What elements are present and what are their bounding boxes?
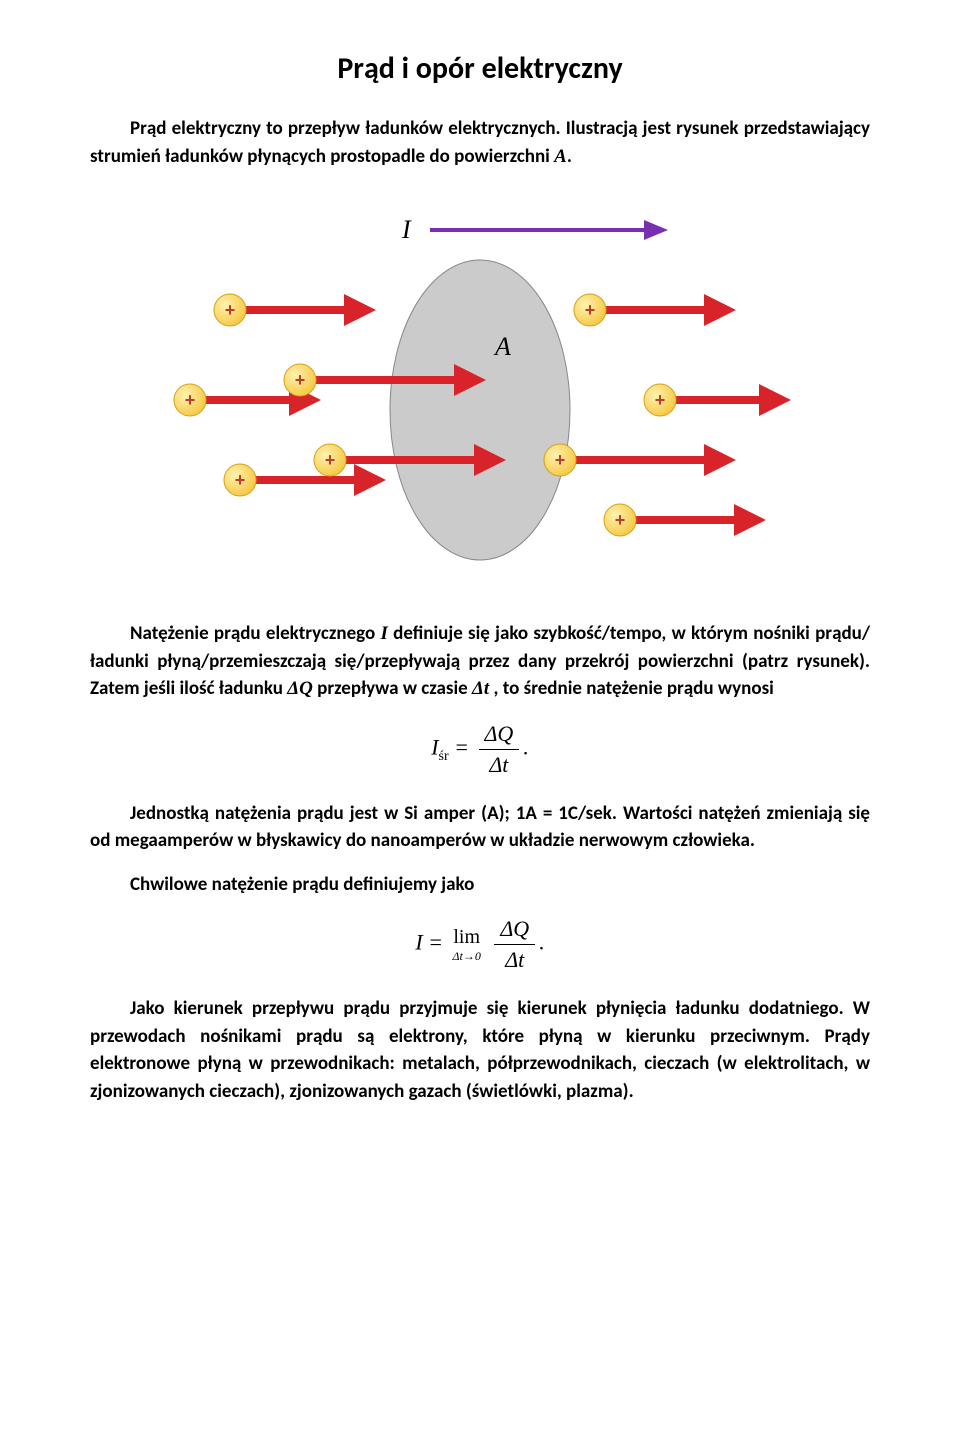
svg-text:+: + <box>185 390 196 410</box>
formula-1: Iśr = ΔQΔt. <box>90 721 870 778</box>
p2d: , to średnie natężenie prądu wynosi <box>489 677 774 700</box>
p1-end: . <box>567 145 572 168</box>
p1-ital: A <box>554 146 567 167</box>
svg-text:A: A <box>493 332 511 361</box>
f2-lhs: I = <box>415 930 448 955</box>
f2-num: ΔQ <box>494 916 535 945</box>
f2-end: . <box>539 930 545 955</box>
f2-frac: ΔQΔt <box>494 916 535 973</box>
formula-2: I = limΔt→0 ΔQΔt. <box>90 916 870 973</box>
f1-sub: śr <box>439 749 449 764</box>
paragraph-2: Natężenie prądu elektrycznego I definiuj… <box>90 620 870 703</box>
svg-text:+: + <box>295 370 306 390</box>
f1-frac: ΔQΔt <box>479 721 520 778</box>
f1-eq: = <box>449 734 475 759</box>
svg-text:I: I <box>401 215 412 244</box>
diagram-svg: A I + + + + + + + + + <box>160 200 800 580</box>
f1-num: ΔQ <box>479 721 520 750</box>
f2-lim-top: lim <box>452 926 480 949</box>
svg-text:+: + <box>325 450 336 470</box>
svg-text:+: + <box>235 470 246 490</box>
svg-text:+: + <box>555 450 566 470</box>
p1-text: Prąd elektryczny to przepływ ładunków el… <box>90 117 870 168</box>
paragraph-4: Chwilowe natężenie prądu definiujemy jak… <box>90 871 870 899</box>
p2-ital2: ΔQ <box>287 678 313 699</box>
f1-den: Δt <box>479 750 520 778</box>
f2-lim-bot: Δt→0 <box>452 949 480 964</box>
page-title: Prąd i opór elektryczny <box>90 50 870 87</box>
svg-text:+: + <box>615 510 626 530</box>
p2a: Natężenie prądu elektrycznego <box>130 622 380 645</box>
p2c: przepływa w czasie <box>313 677 472 700</box>
paragraph-1: Prąd elektryczny to przepływ ładunków el… <box>90 115 870 170</box>
svg-text:+: + <box>225 300 236 320</box>
paragraph-5: Jako kierunek przepływu prądu przyjmuje … <box>90 995 870 1105</box>
svg-text:+: + <box>585 300 596 320</box>
svg-text:+: + <box>655 390 666 410</box>
f2-lim: limΔt→0 <box>452 926 480 964</box>
p2-ital3: Δt <box>472 678 489 699</box>
f1-end: . <box>523 734 529 759</box>
paragraph-3: Jednostką natężenia prądu jest w Si ampe… <box>90 800 870 855</box>
f1-lhs: I <box>431 734 438 759</box>
f2-den: Δt <box>494 945 535 973</box>
current-diagram: A I + + + + + + + + + <box>160 200 800 580</box>
p2-ital1: I <box>380 623 387 644</box>
